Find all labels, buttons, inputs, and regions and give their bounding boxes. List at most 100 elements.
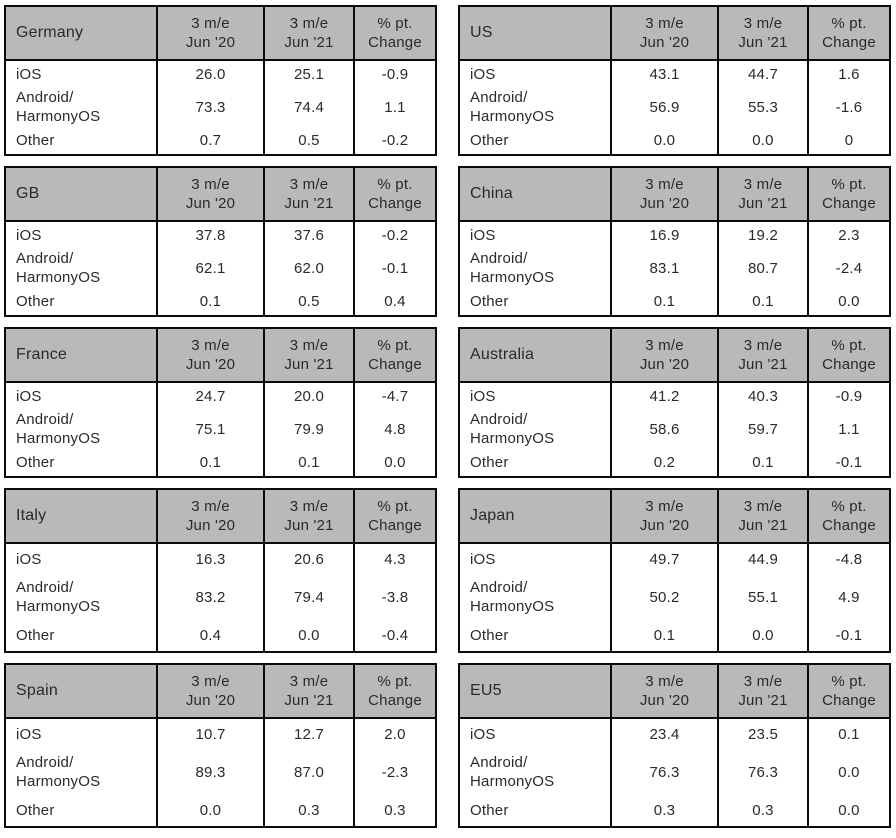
col-header-change-line1: % pt. xyxy=(377,176,413,193)
col-header-jun20-line1: 3 m/e xyxy=(645,337,684,354)
region-label: Spain xyxy=(6,665,156,719)
col-header-jun20-line1: 3 m/e xyxy=(645,498,684,515)
row-label-android-harmonyos: Android/ HarmonyOS xyxy=(470,411,555,448)
col-header-jun21-line2: Jun '21 xyxy=(284,356,334,373)
value-other-change: 0 xyxy=(807,127,889,154)
row-label-other: Other xyxy=(470,626,509,644)
col-header-jun20-line1: 3 m/e xyxy=(645,673,684,690)
value-other-change: 0.3 xyxy=(353,794,435,826)
value-ios-jun20: 43.1 xyxy=(610,61,717,88)
value-other-jun20: 0.1 xyxy=(156,449,263,476)
value-android-change: -2.4 xyxy=(807,248,889,289)
row-label-android-harmonyos: Android/ HarmonyOS xyxy=(16,579,101,616)
row-label-ios: iOS xyxy=(470,551,496,568)
col-header-change-line2: Change xyxy=(822,356,876,373)
region-label: China xyxy=(460,168,610,222)
value-ios-change: 2.3 xyxy=(807,222,889,249)
col-header-jun21: 3 m/e Jun '21 xyxy=(263,329,353,383)
value-ios-jun21: 44.9 xyxy=(717,544,807,575)
value-android-jun21: 80.7 xyxy=(717,248,807,289)
value-android-jun21: 76.3 xyxy=(717,750,807,795)
country-table: EU5 3 m/e Jun '20 3 m/e Jun '21 % pt. Ch… xyxy=(458,663,891,828)
value-other-jun20: 0.1 xyxy=(610,288,717,315)
col-header-change-line2: Change xyxy=(368,34,422,51)
region-label: GB xyxy=(6,168,156,222)
value-other-jun21: 0.1 xyxy=(263,449,353,476)
col-header-jun21-line1: 3 m/e xyxy=(289,337,329,354)
col-header-jun21-line2: Jun '21 xyxy=(738,195,788,212)
row-label-other: Other xyxy=(16,626,55,644)
value-other-jun20: 0.4 xyxy=(156,619,263,651)
value-other-jun21: 0.0 xyxy=(717,619,807,651)
col-header-jun20: 3 m/e Jun '20 xyxy=(610,7,717,61)
col-header-change-line1: % pt. xyxy=(831,15,867,32)
col-header-change-line1: % pt. xyxy=(377,337,413,354)
value-other-jun20: 0.2 xyxy=(610,449,717,476)
right-column: US 3 m/e Jun '20 3 m/e Jun '21 % pt. Cha… xyxy=(458,5,891,838)
col-header-change-line2: Change xyxy=(368,195,422,212)
col-header-jun20: 3 m/e Jun '20 xyxy=(156,490,263,544)
row-label-other: Other xyxy=(16,293,55,311)
col-header-jun20: 3 m/e Jun '20 xyxy=(610,490,717,544)
value-other-jun20: 0.0 xyxy=(610,127,717,154)
col-header-jun21-line2: Jun '21 xyxy=(284,517,334,534)
value-ios-jun21: 20.6 xyxy=(263,544,353,575)
col-header-jun20-line1: 3 m/e xyxy=(645,176,684,193)
row-label-other: Other xyxy=(16,801,55,819)
value-other-change: 0.0 xyxy=(807,794,889,826)
col-header-jun20: 3 m/e Jun '20 xyxy=(156,665,263,719)
col-header-change-line2: Change xyxy=(822,517,876,534)
col-header-change-line2: Change xyxy=(368,517,422,534)
value-ios-change: -0.9 xyxy=(353,61,435,88)
col-header-change-line1: % pt. xyxy=(831,176,867,193)
value-android-change: 4.8 xyxy=(353,409,435,450)
col-header-change-line1: % pt. xyxy=(377,498,413,515)
value-ios-jun20: 26.0 xyxy=(156,61,263,88)
value-other-change: -0.4 xyxy=(353,619,435,651)
country-table: Japan 3 m/e Jun '20 3 m/e Jun '21 % pt. … xyxy=(458,488,891,653)
value-other-jun20: 0.3 xyxy=(610,794,717,826)
value-other-change: -0.1 xyxy=(807,449,889,476)
value-android-change: 1.1 xyxy=(353,87,435,128)
row-label-android-harmonyos: Android/ HarmonyOS xyxy=(470,89,555,126)
value-ios-jun21: 19.2 xyxy=(717,222,807,249)
col-header-change-line1: % pt. xyxy=(831,673,867,690)
region-label: Japan xyxy=(460,490,610,544)
value-ios-jun21: 12.7 xyxy=(263,719,353,750)
value-ios-jun20: 41.2 xyxy=(610,383,717,410)
col-header-jun20: 3 m/e Jun '20 xyxy=(610,665,717,719)
col-header-jun21-line1: 3 m/e xyxy=(743,498,783,515)
value-ios-jun20: 16.3 xyxy=(156,544,263,575)
col-header-change-line1: % pt. xyxy=(831,498,867,515)
value-android-jun21: 59.7 xyxy=(717,409,807,450)
col-header-change: % pt. Change xyxy=(353,7,435,61)
col-header-jun20-line2: Jun '20 xyxy=(639,356,690,373)
country-table: US 3 m/e Jun '20 3 m/e Jun '21 % pt. Cha… xyxy=(458,5,891,156)
col-header-jun20-line2: Jun '20 xyxy=(185,195,236,212)
value-android-jun20: 58.6 xyxy=(610,409,717,450)
col-header-change: % pt. Change xyxy=(807,329,889,383)
value-other-jun20: 0.1 xyxy=(156,288,263,315)
value-android-change: -1.6 xyxy=(807,87,889,128)
value-ios-jun20: 23.4 xyxy=(610,719,717,750)
region-label: France xyxy=(6,329,156,383)
value-other-change: -0.2 xyxy=(353,127,435,154)
row-label-android-harmonyos: Android/ HarmonyOS xyxy=(470,754,555,791)
value-other-jun21: 0.5 xyxy=(263,127,353,154)
value-android-jun21: 79.9 xyxy=(263,409,353,450)
value-android-change: -2.3 xyxy=(353,750,435,795)
value-android-jun20: 83.1 xyxy=(610,248,717,289)
value-ios-change: -4.8 xyxy=(807,544,889,575)
value-android-jun20: 89.3 xyxy=(156,750,263,795)
col-header-change: % pt. Change xyxy=(807,490,889,544)
region-label: Australia xyxy=(460,329,610,383)
value-android-change: 1.1 xyxy=(807,409,889,450)
value-other-jun20: 0.0 xyxy=(156,794,263,826)
value-android-jun21: 55.3 xyxy=(717,87,807,128)
col-header-jun21-line2: Jun '21 xyxy=(738,517,788,534)
row-label-ios: iOS xyxy=(16,387,42,405)
row-label-other: Other xyxy=(16,132,55,150)
row-label-other: Other xyxy=(470,293,509,311)
col-header-jun21-line1: 3 m/e xyxy=(743,673,783,690)
